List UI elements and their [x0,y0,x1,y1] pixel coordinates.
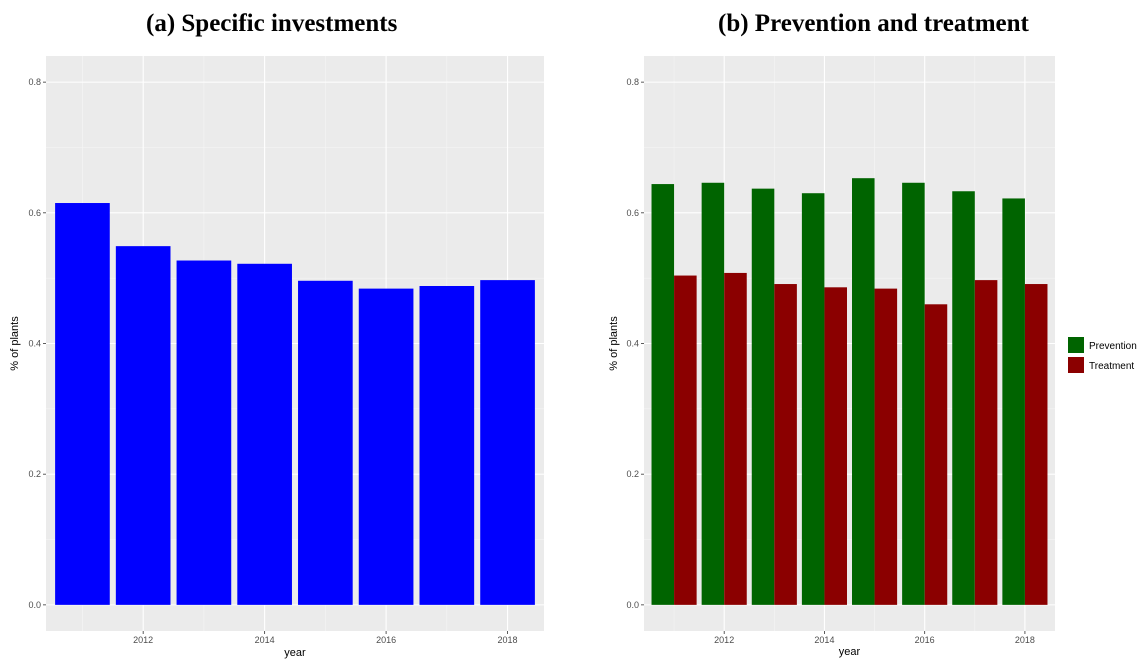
chart-panel-a: 0.0 0.2 0.4 0.6 0.8 2012 2014 2016 2018 year % of … [9,56,544,659]
y-tick-label: 0.6 [626,208,639,218]
y-tick-label: 0.2 [28,469,41,479]
prevention-bar-2012 [701,182,725,605]
x-axis-title: year [284,647,306,659]
bar-2012 [115,246,171,605]
legend-swatch-treatment [1068,357,1084,373]
treatment-bar-2015 [874,288,898,605]
y-tick-label: 0.8 [28,77,41,87]
treatment-bar-2013 [774,284,797,605]
panel-a-title: (a) Specific investments [146,10,398,37]
bar-2011 [55,203,110,605]
x-tick-label: 2016 [376,635,396,645]
x-axis-title: year [839,646,861,658]
y-axis-title: % of plants [608,316,620,371]
prevention-bar-2017 [952,191,975,605]
bar-2018 [480,280,535,605]
prevention-bar-2011 [651,184,675,605]
x-tick-label: 2014 [814,635,834,645]
treatment-bar-2016 [924,304,948,605]
y-tick-label: 0.2 [626,469,639,479]
prevention-bar-2013 [751,188,775,605]
y-tick-label: 0.8 [626,77,639,87]
prevention-bar-2014 [801,193,825,605]
legend-label-treatment: Treatment [1089,361,1134,372]
x-tick-label: 2014 [255,635,275,645]
x-tick-label: 2018 [498,635,518,645]
treatment-bar-2012 [724,272,747,605]
panel-b-title: (b) Prevention and treatment [718,10,1029,37]
y-axis-title: % of plants [9,316,21,371]
treatment-bar-2011 [674,275,697,605]
y-tick-label: 0.4 [28,339,41,349]
y-tick-label: 0.0 [626,600,639,610]
x-tick-label: 2016 [915,635,935,645]
y-tick-label: 0.0 [28,600,41,610]
prevention-bar-2016 [902,182,925,605]
x-tick-label: 2018 [1015,635,1035,645]
legend-swatch-prevention [1068,337,1084,353]
prevention-bar-2015 [852,178,875,605]
bar-2014 [237,263,292,605]
bar-2015 [298,280,353,605]
legend-label-prevention: Prevention [1089,341,1137,352]
bar-2016 [358,288,414,605]
x-tick-label: 2012 [714,635,734,645]
treatment-bar-2018 [1024,284,1048,605]
bar-2013 [176,260,232,605]
chart-panel-b: 0.0 0.2 0.4 0.6 0.8 2012 2014 2016 2018 year % of … [608,56,1137,658]
treatment-bar-2014 [824,287,847,605]
y-tick-label: 0.6 [28,208,41,218]
legend: Prevention Treatment [1068,337,1137,373]
x-tick-label: 2012 [133,635,153,645]
bar-2017 [419,286,475,605]
prevention-bar-2018 [1002,198,1025,605]
treatment-bar-2017 [974,280,998,605]
y-tick-label: 0.4 [626,339,639,349]
